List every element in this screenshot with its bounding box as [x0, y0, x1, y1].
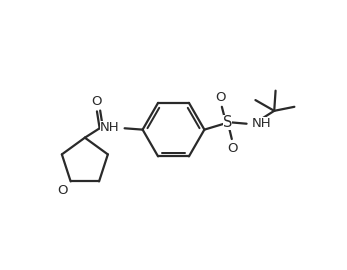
Text: S: S: [222, 115, 232, 130]
Text: O: O: [215, 90, 226, 104]
Text: NH: NH: [100, 121, 120, 134]
Text: O: O: [58, 184, 68, 197]
Text: NH: NH: [252, 117, 272, 130]
Text: O: O: [92, 95, 102, 108]
Text: O: O: [227, 142, 238, 155]
